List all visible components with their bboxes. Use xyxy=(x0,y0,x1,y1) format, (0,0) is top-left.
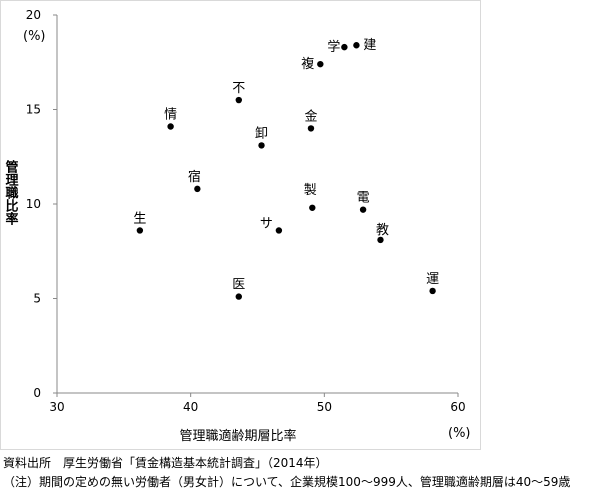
footnote: （注）期間の定めの無い労働者（男女計）について、企業規模100～999人、管理職… xyxy=(3,474,570,489)
y-unit: (%) xyxy=(23,29,46,44)
point-label: 卸 xyxy=(255,125,268,141)
point xyxy=(377,236,384,244)
point xyxy=(341,43,348,51)
point xyxy=(136,227,144,234)
y-tick-label: 0 xyxy=(33,386,41,400)
point-label: 情 xyxy=(164,108,177,123)
y-axis-label: 管理職比率 xyxy=(3,159,19,226)
point xyxy=(317,60,324,68)
chart-frame xyxy=(0,0,481,450)
point xyxy=(353,42,360,49)
point-label: 宿 xyxy=(188,169,201,185)
point-label: 不 xyxy=(232,81,245,96)
y-tick-label: 5 xyxy=(33,292,41,306)
y-tick-label: 15 xyxy=(26,103,41,117)
point-label: 製 xyxy=(304,183,317,198)
point-label: 学 xyxy=(327,39,340,55)
x-tick-label: 60 xyxy=(450,400,465,414)
x-tick-label: 40 xyxy=(183,400,198,414)
point xyxy=(307,125,315,132)
y-tick-label: 10 xyxy=(26,197,41,211)
point-label: 生 xyxy=(133,211,146,226)
point xyxy=(235,293,242,300)
point xyxy=(309,204,316,211)
point-label: 複 xyxy=(301,56,314,72)
point xyxy=(275,227,283,234)
point xyxy=(258,142,265,149)
point xyxy=(167,123,174,130)
point-label: 建 xyxy=(363,38,376,53)
point xyxy=(359,206,367,213)
point-label: 教 xyxy=(376,222,389,238)
point xyxy=(429,287,436,295)
x-tick-label: 50 xyxy=(317,400,332,414)
point-label: 電 xyxy=(357,191,370,206)
point-label: 金 xyxy=(304,108,317,124)
point-label: 運 xyxy=(426,272,439,287)
point-label: サ xyxy=(260,216,273,231)
y-tick-label: 20 xyxy=(26,8,41,22)
x-unit: (%) xyxy=(448,426,471,441)
x-tick-label: 30 xyxy=(49,400,64,414)
x-axis-label: 管理職適齢期層比率 xyxy=(179,428,296,444)
source-note: 資料出所 厚生労働省「賃金構造基本統計調査」（2014年） xyxy=(3,455,328,470)
point-label: 医 xyxy=(232,278,245,293)
point xyxy=(194,185,201,193)
point xyxy=(235,96,242,104)
